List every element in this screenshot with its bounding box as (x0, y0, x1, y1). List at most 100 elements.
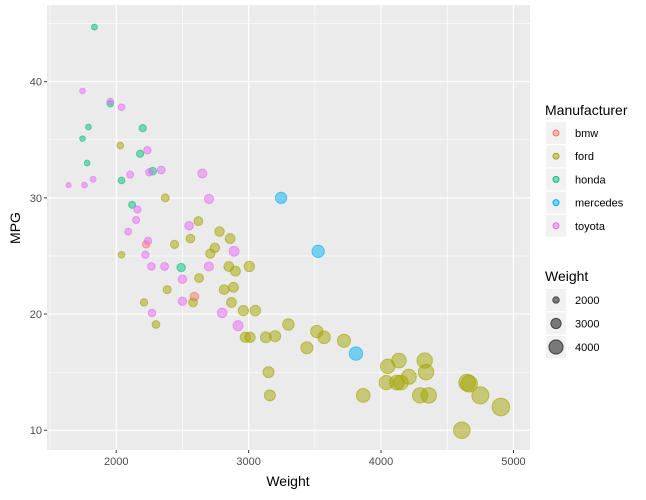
legend-key-bmw (552, 129, 560, 137)
point-toyota (147, 308, 157, 318)
point-ford (453, 421, 471, 440)
size-key-4000 (548, 339, 564, 355)
point-honda (83, 159, 91, 167)
point-toyota (203, 193, 215, 205)
point-honda (176, 262, 186, 273)
y-tick-label: 30 (30, 193, 42, 205)
legend-key-mercedes (552, 199, 560, 207)
point-honda (85, 123, 92, 131)
point-toyota (65, 182, 72, 189)
plot-panel (47, 5, 530, 450)
point-ford (491, 397, 511, 417)
point-toyota (156, 165, 166, 175)
point-toyota (141, 250, 150, 259)
point-ford (151, 320, 161, 329)
point-ford (263, 389, 276, 402)
point-toyota (145, 168, 154, 177)
point-ford (193, 216, 204, 227)
size-label-4000: 4000 (575, 342, 599, 354)
point-ford (244, 331, 256, 343)
point-ford (229, 265, 241, 277)
point-toyota (79, 87, 86, 95)
point-ford (249, 304, 262, 317)
point-ford (300, 341, 314, 355)
point-ford (226, 297, 237, 308)
point-toyota (184, 220, 194, 231)
point-ford (205, 248, 216, 259)
point-ford (218, 284, 230, 295)
point-toyota (117, 103, 126, 112)
size-legend: 2000 3000 4000 (546, 289, 599, 358)
point-ford (227, 281, 239, 293)
point-ford (185, 233, 196, 244)
x-tick-label: 4000 (369, 456, 393, 468)
point-toyota (106, 97, 114, 106)
point-ford (224, 233, 236, 244)
x-tick-label: 5000 (501, 456, 525, 468)
y-tick-label: 20 (30, 309, 42, 321)
legend-key-toyota (552, 222, 560, 230)
point-ford (417, 363, 435, 381)
point-ford (139, 298, 149, 307)
size-label-2000: 2000 (575, 295, 599, 307)
legend-key-honda (552, 175, 560, 183)
point-toyota (133, 205, 142, 214)
point-toyota (143, 146, 152, 155)
point-toyota (177, 274, 188, 284)
point-toyota (81, 181, 88, 189)
legend-label-toyota: toyota (575, 221, 606, 233)
point-mercedes (274, 191, 288, 205)
y-tick-label: 10 (30, 425, 42, 437)
point-ford (393, 374, 409, 391)
legend-label-mercedes: mercedes (575, 198, 624, 210)
point-toyota (177, 296, 188, 306)
point-honda (90, 23, 98, 31)
point-honda (138, 124, 147, 133)
color-legend: bmw ford honda mercedes toyota (546, 122, 624, 237)
y-tick-label: 40 (30, 77, 42, 89)
point-ford (188, 297, 198, 308)
size-label-3000: 3000 (575, 319, 599, 331)
size-key-3000 (550, 317, 562, 330)
point-ford (162, 285, 172, 295)
point-toyota (132, 215, 141, 224)
point-ford (237, 304, 249, 317)
point-ford (282, 318, 295, 331)
legend-label-honda: honda (575, 174, 606, 186)
point-ford (471, 386, 490, 405)
points (65, 23, 511, 440)
point-ford (391, 352, 407, 369)
x-tick-label: 2000 (104, 456, 128, 468)
point-ford (160, 193, 170, 203)
point-toyota (160, 261, 170, 271)
point-ford (355, 388, 371, 403)
point-ford (117, 250, 126, 259)
point-ford (269, 330, 282, 343)
point-ford (317, 330, 331, 345)
legend-key-ford (552, 152, 560, 160)
point-honda (135, 149, 145, 158)
point-ford (194, 273, 204, 284)
color-legend-title: Manufacturer (545, 102, 628, 118)
point-toyota (126, 170, 135, 179)
point-mercedes (311, 244, 325, 258)
point-ford (336, 333, 352, 348)
x-axis-title: Weight (266, 473, 309, 489)
x-tick-label: 3000 (236, 456, 260, 468)
point-toyota (89, 175, 97, 183)
point-ford (243, 260, 255, 273)
point-ford (262, 366, 275, 379)
point-honda (117, 176, 126, 185)
point-ford (460, 374, 478, 393)
legend-label-ford: ford (575, 151, 594, 163)
point-toyota (143, 236, 153, 246)
axes: 2000 3000 4000 5000 10 20 30 40 (30, 77, 526, 468)
point-ford (420, 387, 437, 404)
point-ford (214, 226, 225, 237)
point-toyota (232, 320, 244, 332)
size-legend-title: Weight (545, 268, 588, 284)
point-toyota (147, 262, 156, 271)
point-toyota (203, 261, 215, 272)
point-ford (169, 239, 180, 249)
